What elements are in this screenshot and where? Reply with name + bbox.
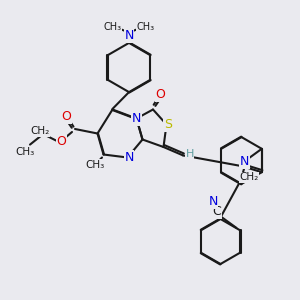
Text: CH₃: CH₃ — [103, 22, 122, 32]
Text: S: S — [164, 118, 172, 131]
Text: O: O — [156, 88, 165, 101]
Text: N: N — [124, 29, 134, 42]
Text: H: H — [185, 149, 194, 159]
Text: N: N — [208, 195, 218, 208]
Text: CH₃: CH₃ — [15, 146, 34, 157]
Text: CH₃: CH₃ — [136, 22, 154, 32]
Text: CH₂: CH₂ — [239, 172, 259, 182]
Text: C: C — [212, 205, 221, 218]
Text: N: N — [124, 151, 134, 164]
Text: O: O — [56, 135, 66, 148]
Text: N: N — [132, 112, 141, 125]
Text: CH₂: CH₂ — [30, 126, 49, 136]
Text: O: O — [61, 110, 71, 123]
Text: CH₃: CH₃ — [85, 160, 104, 170]
Text: N: N — [240, 155, 249, 168]
